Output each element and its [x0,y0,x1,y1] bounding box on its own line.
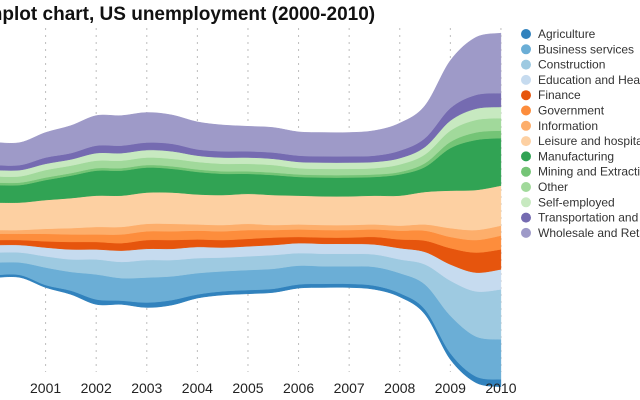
legend-swatch-information [521,120,531,131]
legend-label-government: Government [538,104,605,118]
legend-label-self-employed: Self-employed [538,195,615,209]
legend-label-manufacturing: Manufacturing [538,149,614,163]
legend-label-mining-and-extraction: Mining and Extraction [538,165,640,179]
x-tick-label-2007: 2007 [334,380,365,396]
x-tick-label-2002: 2002 [81,380,112,396]
x-tick-label-2005: 2005 [232,380,263,396]
legend-swatch-finance [521,90,531,101]
legend-swatch-government [521,105,531,116]
legend-label-other: Other [538,180,568,194]
legend-label-education-and-health: Education and Health [538,73,640,87]
legend-swatch-leisure-and-hospitality [521,136,531,147]
x-tick-label-2010: 2010 [485,380,516,396]
x-tick-label-2003: 2003 [131,380,162,396]
legend-swatch-transportation-and-utilities [521,212,531,223]
legend-label-leisure-and-hospitality: Leisure and hospitality [538,134,640,148]
x-tick-label-2009: 2009 [435,380,466,396]
stream-layers [0,32,502,388]
legend-swatch-construction [521,59,531,70]
legend-swatch-other [521,182,531,192]
legend-label-business-services: Business services [538,42,634,56]
legend-label-transportation-and-utilities: Transportation and Utilities [538,211,640,225]
legend-swatch-wholesale-and-retail-trade [521,227,531,238]
legend-swatch-business-services [521,44,531,55]
x-tick-label-2006: 2006 [283,380,314,396]
legend-swatch-manufacturing [521,151,531,162]
legend-swatch-mining-and-extraction [521,166,531,177]
x-axis-ticks: 2001 2002 2003 2004 2005 2006 2007 2008 2009 2010 [30,380,517,396]
legend-label-finance: Finance [538,88,581,102]
chart-title: Streamplot chart, US unemployment (2000-… [0,4,375,25]
legend-label-agriculture: Agriculture [538,27,596,41]
x-tick-label-2004: 2004 [182,380,213,396]
legend-label-information: Information [538,119,598,133]
legend-label-construction: Construction [538,58,605,72]
stream-layer-wholesale-and-retail-trade [0,32,502,166]
x-tick-label-2008: 2008 [384,380,415,396]
legend-swatch-agriculture [521,29,531,39]
x-tick-label-2001: 2001 [30,380,61,396]
legend-swatch-self-employed [521,197,531,208]
legend-swatch-education-and-health [521,74,531,85]
legend-label-wholesale-and-retail-trade: Wholesale and Retail Trade [538,226,640,240]
